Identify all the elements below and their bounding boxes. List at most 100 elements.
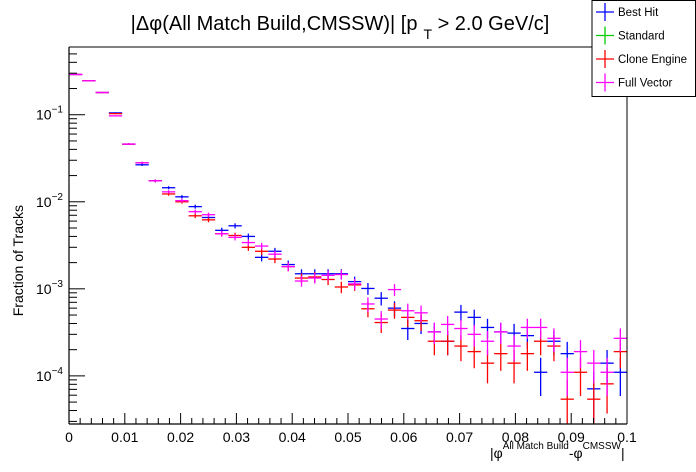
y-tick-base: 10 — [36, 368, 52, 384]
y-tick-exponent: −3 — [52, 279, 64, 290]
data-point — [108, 112, 123, 115]
data-point — [494, 341, 508, 371]
data-point — [135, 163, 149, 166]
chart-title: |Δφ(All Match Build,CMSSW)| [p T > 2.0 Ge… — [131, 13, 550, 42]
data-point — [401, 303, 415, 320]
legend-item-best-hit: Best Hit — [596, 3, 659, 21]
x-tick-label: 0.05 — [334, 429, 361, 445]
data-point — [587, 379, 601, 424]
data-point — [587, 350, 601, 384]
y-tick-exponent: −2 — [52, 192, 64, 203]
y-tick-base: 10 — [36, 107, 52, 123]
data-point — [361, 297, 375, 312]
legend-item-clone-engine: Clone Engine — [596, 50, 687, 68]
data-point — [175, 198, 189, 203]
data-point — [228, 234, 242, 241]
data-point — [507, 335, 521, 362]
series-full-vector — [69, 73, 627, 397]
x-tick-label: 0.07 — [446, 429, 473, 445]
x-tick-label: 0.08 — [502, 429, 529, 445]
title-rest: > 2.0 GeV/c] — [432, 13, 549, 35]
title-main: |Δφ(All Match Build,CMSSW)| [p — [131, 13, 418, 35]
y-tick-base: 10 — [36, 281, 52, 297]
data-point — [135, 161, 149, 164]
data-marks — [69, 73, 627, 424]
y-tick-label: 10−4 — [36, 366, 63, 384]
data-point — [162, 190, 176, 194]
legend-label: Full Vector — [618, 78, 672, 90]
data-point — [228, 223, 242, 229]
data-point — [215, 230, 229, 237]
data-point — [573, 340, 588, 369]
data-point — [454, 304, 468, 322]
data-point — [268, 250, 282, 259]
x-tick-label: 0.04 — [279, 429, 306, 445]
x-label-sup2: CMSSW — [583, 441, 622, 452]
data-point — [308, 273, 322, 284]
data-point — [241, 239, 255, 246]
data-point — [480, 331, 495, 356]
data-point — [201, 212, 216, 217]
legend-label: Best Hit — [618, 7, 659, 19]
y-tick-base: 10 — [36, 194, 52, 210]
data-point — [387, 303, 402, 319]
data-point — [148, 179, 162, 183]
data-point — [427, 322, 441, 345]
axes: 0 0.01 0.02 0.03 0.04 0.05 0.06 0.07 0.08 0.09 0.1… — [36, 46, 637, 445]
data-point — [82, 80, 96, 82]
data-point — [348, 278, 362, 290]
data-point — [520, 341, 534, 371]
x-tick-label: 0.03 — [223, 429, 250, 445]
data-point — [108, 115, 123, 117]
x-tick-label: 0.06 — [390, 429, 417, 445]
data-point — [454, 319, 468, 340]
data-point — [361, 283, 375, 295]
legend: Best Hit Standard Clone Engine Full Vector — [591, 0, 696, 97]
legend-label: Clone Engine — [618, 54, 687, 66]
data-point — [414, 305, 428, 322]
legend-label: Standard — [618, 31, 665, 43]
data-point — [255, 242, 269, 250]
data-point — [560, 357, 574, 397]
data-point — [467, 309, 481, 328]
y-tick-label: 10−1 — [36, 105, 63, 123]
x-axis-label: |φAll Match Build-φCMSSW| — [490, 441, 625, 461]
data-point — [201, 217, 216, 223]
data-point — [95, 91, 109, 94]
data-point — [613, 328, 627, 352]
data-point — [281, 262, 295, 272]
data-point — [534, 357, 548, 397]
data-point — [69, 73, 83, 76]
y-tick-exponent: −1 — [52, 105, 64, 116]
data-point — [467, 324, 481, 347]
data-point — [334, 281, 348, 294]
data-point — [188, 213, 202, 219]
legend-item-full-vector: Full Vector — [596, 73, 672, 92]
data-point — [547, 328, 561, 352]
data-point — [334, 269, 348, 280]
x-label-mid: -φ — [569, 445, 583, 461]
data-point — [374, 311, 388, 329]
data-point — [520, 318, 534, 339]
data-point — [241, 233, 255, 240]
x-label-prefix: |φ — [490, 445, 503, 461]
data-point — [441, 316, 455, 336]
x-tick-label: 0.02 — [167, 429, 194, 445]
x-tick-label: 0.1 — [617, 429, 637, 445]
data-point — [600, 357, 614, 397]
data-point — [188, 204, 202, 209]
y-tick-label: 10−3 — [36, 279, 63, 297]
y-axis-label: Fraction of Tracks — [10, 205, 26, 316]
data-point — [175, 195, 189, 199]
title-subscript: T — [423, 26, 432, 42]
data-point — [387, 284, 402, 297]
data-point — [122, 143, 136, 145]
data-point — [188, 209, 202, 214]
y-tick-exponent: −4 — [52, 366, 64, 377]
legend-item-standard: Standard — [596, 26, 665, 45]
x-label-sup1: All Match Build — [503, 441, 569, 452]
y-tick-label: 10−2 — [36, 192, 63, 210]
data-point — [374, 292, 388, 306]
x-tick-label: 0.09 — [558, 429, 585, 445]
